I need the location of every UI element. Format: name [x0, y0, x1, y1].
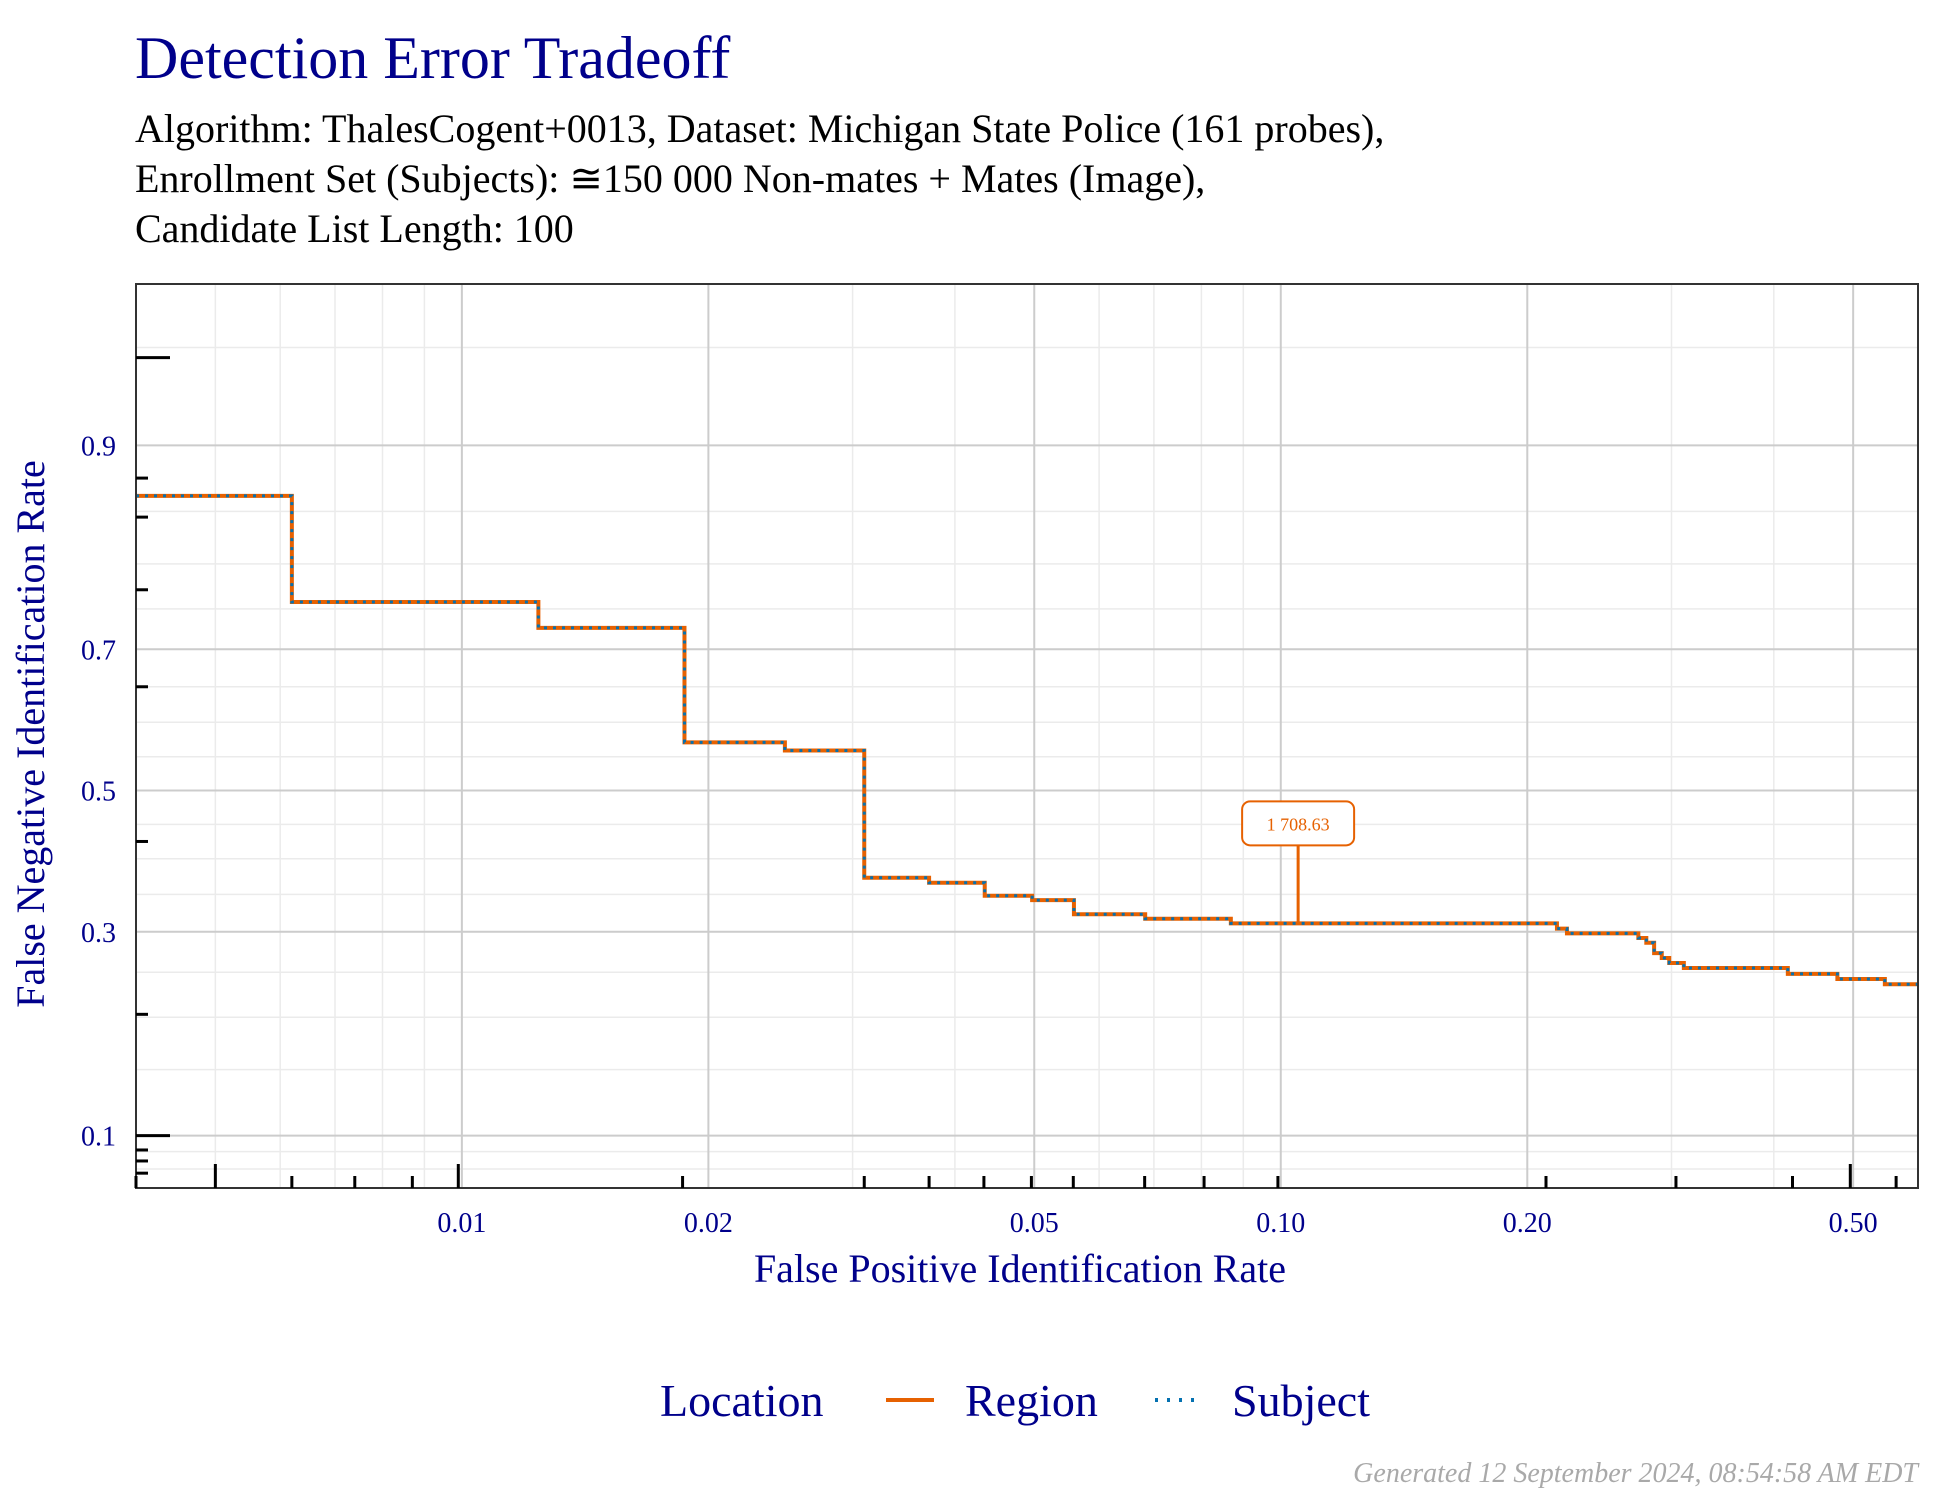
series-lines [136, 493, 1918, 987]
series-line-region [136, 493, 1918, 987]
chart-subtitle-line-1: Algorithm: ThalesCogent+0013, Dataset: M… [135, 106, 1384, 151]
x-axis-label: False Positive Identification Rate [754, 1246, 1286, 1291]
x-tick-label: 0.20 [1503, 1208, 1552, 1239]
x-tick-label: 0.01 [437, 1208, 486, 1239]
legend-title: Location [660, 1375, 824, 1426]
legend-item-subject: Subject [1232, 1375, 1370, 1426]
y-tick-label: 0.5 [81, 777, 116, 808]
chart-title: Detection Error Tradeoff [135, 25, 730, 91]
series-line-subject [136, 494, 1918, 986]
x-tick-label: 0.10 [1256, 1208, 1305, 1239]
x-tick-label: 0.50 [1829, 1208, 1878, 1239]
annotation-label: 1 708.63 [1267, 814, 1330, 834]
y-tick-label: 0.9 [81, 431, 116, 462]
x-axis-tick-labels: 0.01 0.02 0.05 0.10 0.20 0.50 [437, 1208, 1877, 1239]
y-tick-label: 0.1 [81, 1122, 116, 1153]
annotation-box [1241, 800, 1356, 847]
x-tick-label: 0.02 [684, 1208, 733, 1239]
axis-rug-ticks [134, 356, 1898, 1188]
annotations: 1 708.63 [1241, 800, 1356, 924]
y-axis-tick-labels: 0.1 0.3 0.5 0.7 0.9 [81, 431, 116, 1152]
y-tick-label: 0.3 [81, 918, 116, 949]
legend: Location Region Subject [660, 1375, 1370, 1426]
y-tick-label: 0.7 [81, 635, 116, 666]
grid [136, 284, 1918, 1188]
y-axis-label: False Negative Identification Rate [8, 460, 53, 1008]
plot-border [135, 283, 1919, 1189]
generated-timestamp: Generated 12 September 2024, 08:54:58 AM… [1353, 1458, 1920, 1489]
chart-subtitle-line-3: Candidate List Length: 100 [135, 206, 574, 251]
x-tick-label: 0.05 [1010, 1208, 1059, 1239]
legend-item-region: Region [965, 1375, 1098, 1426]
chart-subtitle-line-2: Enrollment Set (Subjects): ≅150 000 Non-… [135, 156, 1205, 201]
